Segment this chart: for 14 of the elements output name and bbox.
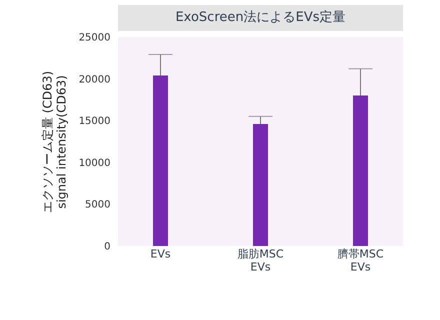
x-tick-label: EVs xyxy=(150,248,171,260)
y-axis-title: エクソソーム定量 (CD63) signal intensity(CD63) xyxy=(40,70,69,214)
y-tick-label: 25000 xyxy=(78,32,110,44)
y-tick-label: 20000 xyxy=(78,74,110,86)
x-tick-label: 臍帯MSC EVs xyxy=(337,248,384,274)
bar xyxy=(353,96,368,246)
y-tick-label: 10000 xyxy=(78,158,110,169)
y-tick-label: 15000 xyxy=(78,116,110,128)
x-tick-label: 脂肪MSC EVs xyxy=(237,248,284,274)
chart-title: ExoScreen法によるEVs定量 xyxy=(118,5,403,31)
bar xyxy=(253,124,268,246)
bar xyxy=(153,75,168,246)
y-tick-label: 5000 xyxy=(85,200,110,211)
y-tick-label: 0 xyxy=(104,242,110,252)
